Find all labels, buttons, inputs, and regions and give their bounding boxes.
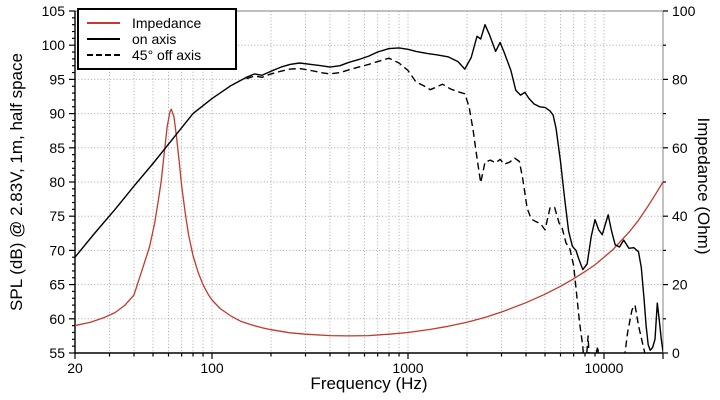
- x-tick-label: 100: [200, 360, 224, 376]
- axis-lines: [74, 11, 663, 354]
- y-left-tick-label: 80: [49, 174, 65, 190]
- legend-item-off-axis: 45° off axis: [87, 46, 235, 63]
- y-left-tick-label: 60: [49, 311, 65, 327]
- series-45-off-axis: [246, 57, 646, 354]
- y-right-tick-label: 100: [672, 3, 696, 19]
- y-axis-label-left: SPL (dB) @ 2.83V, 1m, half space: [7, 53, 26, 311]
- y-left-tick-label: 55: [49, 345, 65, 361]
- legend-item-on-axis: on axis: [87, 30, 235, 47]
- y-left-tick-label: 90: [49, 106, 65, 122]
- legend-label-off-axis: 45° off axis: [132, 46, 202, 63]
- legend-label-impedance: Impedance: [132, 14, 202, 31]
- y-right-tick-label: 60: [672, 140, 688, 156]
- legend-line-sample-on-axis: [87, 37, 120, 40]
- y-right-tick-label: 0: [672, 345, 680, 361]
- y-left-tick-label: 70: [49, 242, 65, 258]
- legend-item-impedance: Impedance: [87, 14, 235, 31]
- x-tick-label: 10000: [585, 360, 624, 376]
- y-left-tick-label: 85: [49, 140, 65, 156]
- series-on-axis: [75, 24, 663, 352]
- legend-label-on-axis: on axis: [132, 30, 177, 47]
- y-left-tick-label: 100: [42, 37, 66, 53]
- y-left-tick-label: 75: [49, 208, 65, 224]
- series-impedance: [75, 108, 663, 337]
- y-axis-label-right: Impedance (Ohm): [694, 117, 713, 255]
- y-left-tick-label: 65: [49, 277, 65, 293]
- y-left-tick-label: 95: [49, 71, 65, 87]
- gridlines: [75, 11, 663, 353]
- x-tick-label: 1000: [392, 360, 423, 376]
- legend-line-sample-impedance: [87, 21, 120, 24]
- legend-line-sample-off-axis: [87, 53, 120, 56]
- legend: Impedance on axis 45° off axis: [77, 8, 237, 70]
- y-right-tick-label: 80: [672, 71, 688, 87]
- x-axis-label: Frequency (Hz): [310, 374, 428, 393]
- y-left-tick-label: 105: [42, 3, 66, 19]
- x-tick-label: 20: [67, 360, 83, 376]
- y-right-tick-label: 20: [672, 277, 688, 293]
- y-right-tick-label: 40: [672, 208, 688, 224]
